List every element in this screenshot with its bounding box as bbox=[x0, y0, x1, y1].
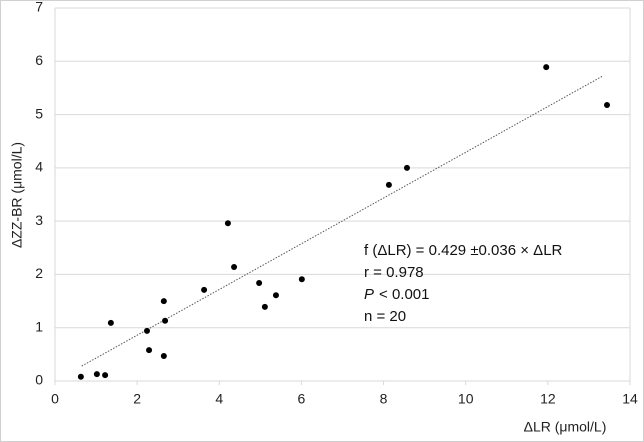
data-point bbox=[256, 279, 263, 286]
annotation: P < 0.001 bbox=[364, 286, 429, 303]
y-tick-label: 6 bbox=[35, 52, 43, 68]
x-tick-label: 14 bbox=[622, 391, 638, 407]
annotation-text: < 0.001 bbox=[379, 286, 429, 303]
data-point bbox=[543, 64, 550, 71]
x-tick-label: 10 bbox=[458, 391, 474, 407]
trendline bbox=[81, 75, 604, 367]
data-point bbox=[146, 347, 153, 354]
y-tick-label: 3 bbox=[35, 212, 43, 228]
x-axis-label: ΔLR (μmol/L) bbox=[524, 419, 607, 435]
data-point bbox=[231, 263, 238, 270]
data-point bbox=[261, 303, 268, 310]
x-tick-label: 6 bbox=[298, 391, 306, 407]
data-point bbox=[298, 276, 305, 283]
annotation-symbol: P bbox=[364, 286, 374, 303]
data-point bbox=[403, 164, 410, 171]
x-tick-label: 2 bbox=[133, 391, 141, 407]
y-axis-label: ΔZZ-BR (μmol/L) bbox=[9, 142, 25, 248]
y-tick-label: 1 bbox=[35, 318, 43, 334]
data-point bbox=[102, 372, 109, 379]
y-tick-label: 0 bbox=[35, 372, 43, 388]
x-tick-label: 12 bbox=[540, 391, 556, 407]
y-tick-label: 7 bbox=[35, 0, 43, 15]
x-tick-label: 4 bbox=[215, 391, 223, 407]
data-point bbox=[160, 352, 167, 359]
data-point bbox=[160, 298, 167, 305]
annotation: n = 20 bbox=[364, 308, 406, 325]
y-tick-label: 2 bbox=[35, 265, 43, 281]
x-tick-label: 0 bbox=[51, 391, 59, 407]
data-point bbox=[144, 327, 150, 334]
data-point bbox=[604, 101, 610, 108]
y-tick-label: 5 bbox=[35, 105, 43, 121]
data-point bbox=[107, 319, 114, 326]
data-point bbox=[93, 371, 100, 378]
data-point bbox=[272, 292, 279, 299]
annotation: f (ΔLR) = 0.429 ±0.036 × ΔLR bbox=[364, 242, 563, 259]
y-tick-label: 4 bbox=[35, 159, 43, 175]
x-tick-label: 8 bbox=[380, 391, 388, 407]
annotation: r = 0.978 bbox=[364, 264, 424, 281]
data-point bbox=[385, 181, 392, 188]
data-point bbox=[162, 317, 169, 324]
data-point bbox=[224, 220, 231, 227]
data-point bbox=[77, 373, 84, 380]
data-point bbox=[201, 286, 208, 293]
